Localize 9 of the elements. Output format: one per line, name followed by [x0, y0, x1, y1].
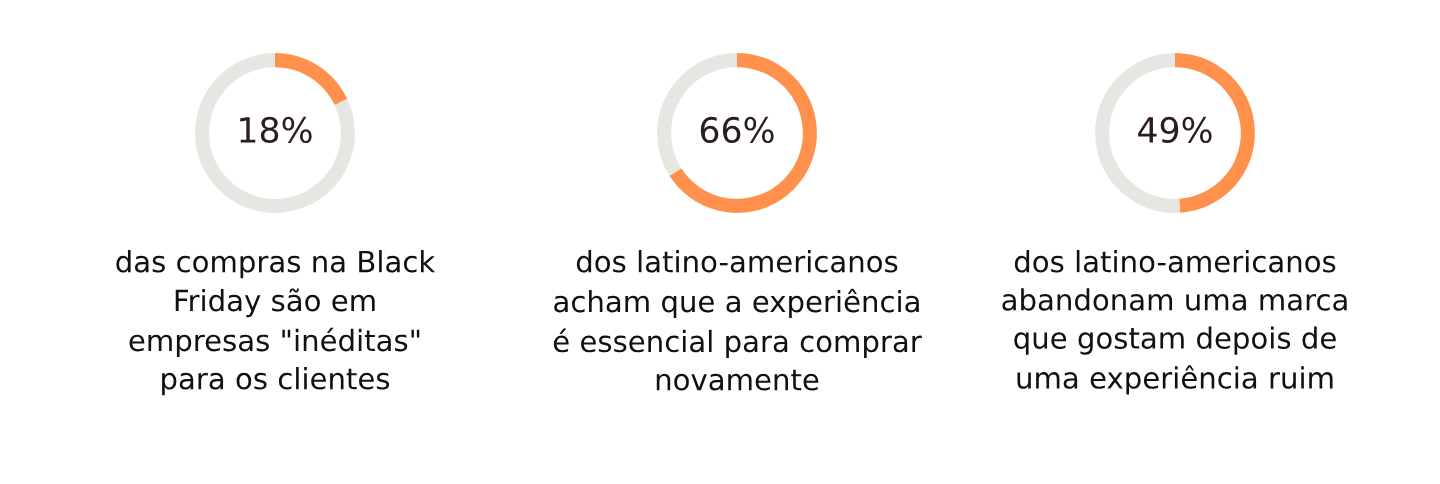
donut-slice — [669, 53, 817, 213]
text: dos latino-americanos acham que a experiência é essencial para comprar novamente — [553, 250, 922, 391]
text: dos latino-americanos abandonam uma marca que gostam depois de uma experiência ruim — [1002, 250, 1347, 395]
text: das compras na Black Friday são em empresas "inéditas" para os clientes — [116, 250, 436, 396]
donut-slice — [195, 53, 355, 213]
data-label: 18% — [240, 116, 312, 144]
data-label: 66% — [700, 116, 774, 144]
data-label: 49% — [1138, 116, 1212, 144]
donut-slice — [275, 53, 348, 105]
